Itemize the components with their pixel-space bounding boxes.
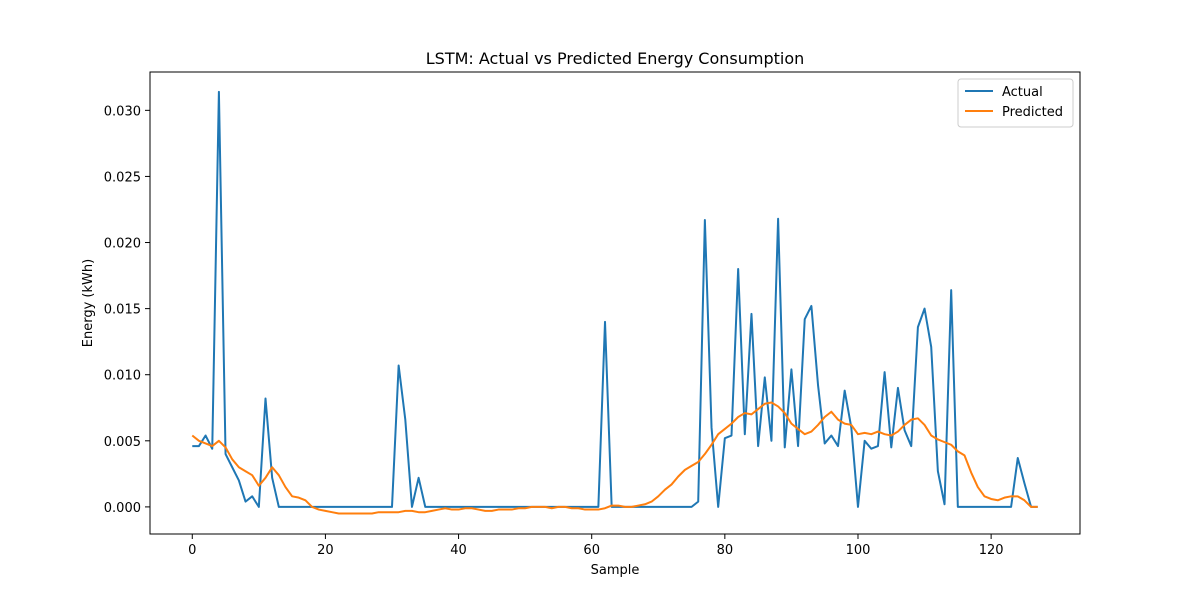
y-tick-label: 0.030	[104, 104, 141, 119]
y-tick-label: 0.010	[104, 369, 141, 384]
series-layer	[191, 90, 1038, 515]
x-tick-label: 40	[450, 543, 467, 558]
y-tick-label: 0.020	[104, 237, 141, 252]
plot-area-background	[150, 72, 1080, 534]
legend: Actual Predicted	[957, 78, 1074, 128]
y-tick-label: 0.000	[104, 501, 141, 516]
plot-frame	[149, 71, 1081, 535]
y-tick-label: 0.025	[104, 170, 141, 185]
x-tick-label: 0	[188, 543, 196, 558]
legend-label-predicted: Predicted	[1002, 105, 1063, 120]
x-axis-ticks: 0 20 40 60 80 100 120	[188, 534, 1004, 558]
series-line-predicted	[191, 401, 1038, 515]
x-tick-label: 20	[317, 543, 334, 558]
chart-title: LSTM: Actual vs Predicted Energy Consump…	[426, 49, 805, 68]
y-axis-ticks: 0.000 0.005 0.010 0.015 0.020 0.025 0.030	[104, 104, 150, 516]
x-tick-label: 80	[717, 543, 734, 558]
series-line-actual	[192, 90, 1038, 508]
x-axis-label: Sample	[591, 563, 640, 578]
x-tick-label: 120	[979, 543, 1004, 558]
y-axis-label: Energy (kWh)	[81, 259, 96, 347]
x-tick-label: 60	[583, 543, 600, 558]
legend-label-actual: Actual	[1002, 85, 1043, 100]
x-tick-label: 100	[846, 543, 871, 558]
y-tick-label: 0.005	[104, 435, 141, 450]
y-tick-label: 0.015	[104, 303, 141, 318]
